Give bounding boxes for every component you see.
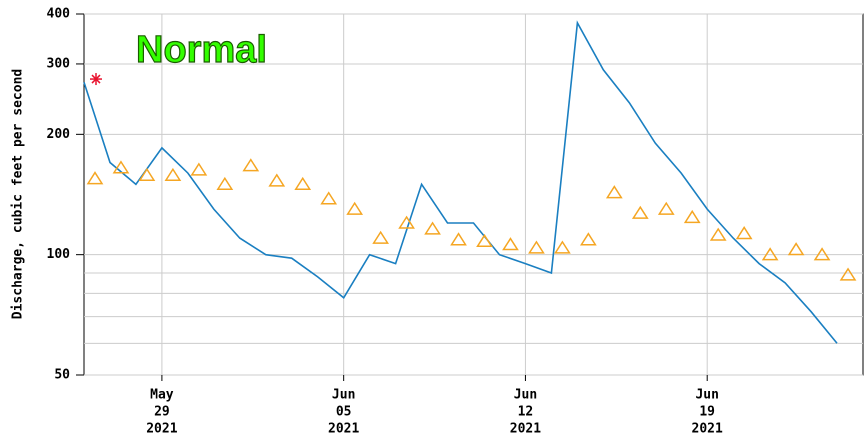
median-marker: [683, 209, 701, 224]
median-marker: [554, 240, 571, 254]
median-marker: [709, 227, 727, 241]
x-tick-label: Jun: [332, 388, 355, 403]
y-tick-label: 400: [47, 7, 71, 22]
median-marker: [164, 167, 182, 182]
median-marker: [787, 242, 805, 256]
median-marker: [502, 237, 519, 251]
median-marker: [268, 173, 286, 187]
plot-frame: [83, 13, 864, 376]
median-marker: [190, 162, 208, 176]
median-marker: [631, 205, 649, 219]
median-marker: [346, 201, 364, 215]
y-tick-label: 300: [47, 56, 71, 71]
median-marker: [320, 191, 338, 205]
x-tick-label: 12: [518, 405, 534, 420]
y-tick-label: 100: [47, 247, 71, 262]
median-marker: [138, 167, 156, 182]
median-marker: [372, 230, 389, 244]
median-marker: [450, 232, 467, 246]
x-tick-label: May: [150, 388, 174, 403]
median-marker: [242, 158, 260, 172]
flow-line: [83, 20, 838, 344]
median-marker: [476, 233, 493, 248]
median-marker: [528, 240, 545, 254]
x-tick-label: Jun: [695, 388, 718, 403]
median-marker: [813, 247, 831, 261]
y-tick-label: 50: [54, 368, 70, 383]
median-marker: [605, 185, 623, 199]
median-marker: [112, 160, 130, 174]
y-tick-label: 200: [47, 127, 71, 142]
x-tick-label: 05: [336, 405, 352, 420]
x-tick-label: Jun: [514, 388, 537, 403]
median-marker: [839, 267, 857, 281]
x-tick-label: 2021: [328, 422, 359, 437]
peak-marker: [90, 73, 102, 86]
median-marker: [86, 171, 104, 185]
median-marker: [398, 215, 415, 229]
median-marker: [657, 201, 675, 215]
y-axis-label: Discharge, cubic feet per second: [11, 69, 26, 319]
median-marker: [580, 232, 597, 246]
x-tick-label: 2021: [510, 422, 541, 437]
x-tick-label: 19: [699, 405, 715, 420]
peak-stroke: [91, 74, 101, 84]
x-tick-label: 2021: [692, 422, 723, 437]
median-marker: [735, 226, 753, 240]
median-marker: [294, 176, 312, 191]
status-label: Normal: [136, 29, 267, 71]
x-tick-label: 29: [154, 405, 170, 420]
median-marker: [424, 221, 441, 235]
x-tick-label: 2021: [146, 422, 177, 437]
median-marker: [761, 247, 779, 261]
median-marker: [216, 176, 234, 191]
